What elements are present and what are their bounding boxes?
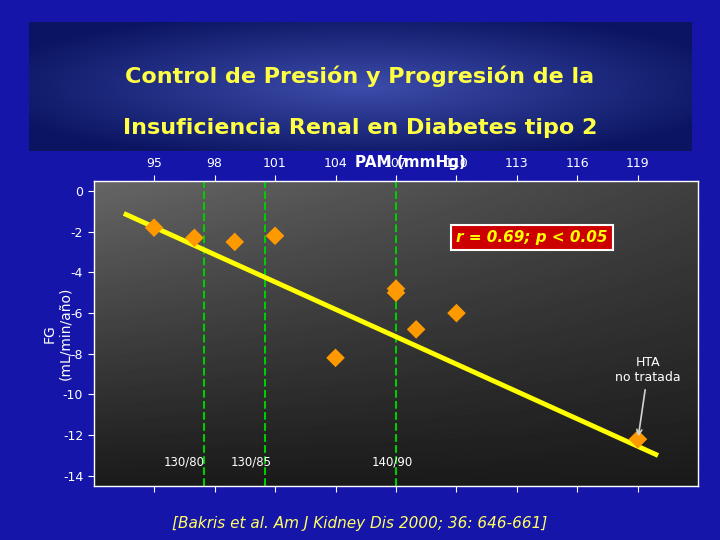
Text: [Bakris et al. Am J Kidney Dis 2000; 36: 646-661]: [Bakris et al. Am J Kidney Dis 2000; 36:… xyxy=(172,516,548,531)
Point xyxy=(632,435,644,443)
Point xyxy=(390,288,402,297)
Text: 140/90: 140/90 xyxy=(372,456,413,469)
Text: Insuficiencia Renal en Diabetes tipo 2: Insuficiencia Renal en Diabetes tipo 2 xyxy=(123,118,597,138)
Point xyxy=(330,354,341,362)
Text: r = 0.69; p < 0.05: r = 0.69; p < 0.05 xyxy=(456,230,608,245)
Text: 130/80: 130/80 xyxy=(164,456,204,469)
Point xyxy=(229,238,240,246)
Point xyxy=(410,325,422,334)
Point xyxy=(451,309,462,318)
Text: Control de Presión y Progresión de la: Control de Presión y Progresión de la xyxy=(125,65,595,87)
Point xyxy=(269,232,281,240)
Text: PAM (mmHg): PAM (mmHg) xyxy=(355,155,466,170)
Y-axis label: FG
(mL/min/año): FG (mL/min/año) xyxy=(42,287,72,380)
Point xyxy=(189,233,200,242)
Point xyxy=(390,285,402,293)
Point xyxy=(148,224,160,232)
Text: 130/85: 130/85 xyxy=(230,456,271,469)
Text: HTA
no tratada: HTA no tratada xyxy=(615,356,681,435)
